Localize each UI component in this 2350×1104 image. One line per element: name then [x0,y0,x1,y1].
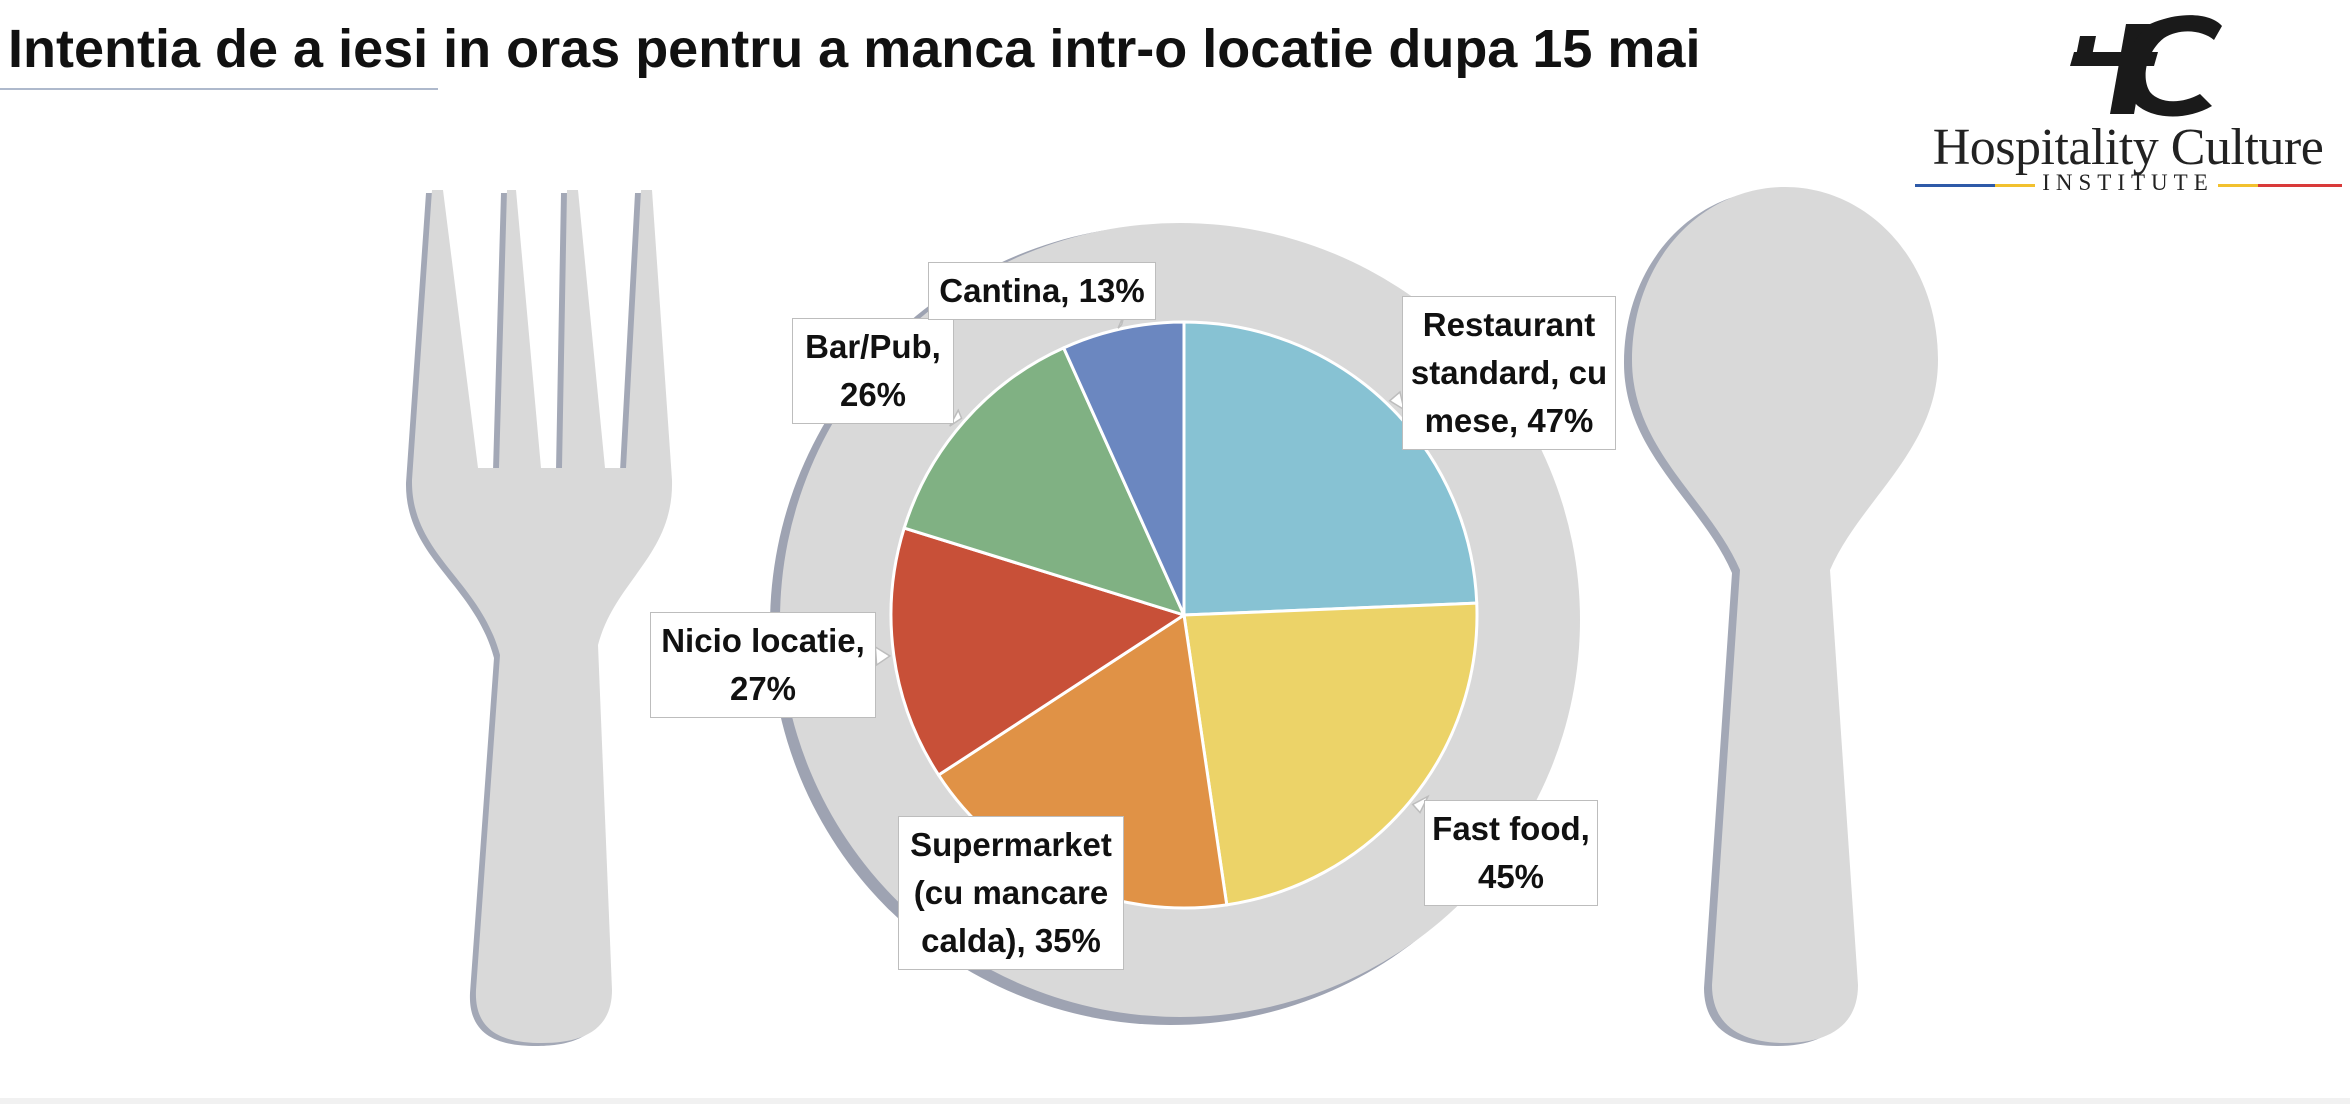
fork-icon [405,190,673,1046]
data-label-cantina: Cantina, 13% [928,262,1156,320]
logo-name: Hospitality Culture [1932,119,2324,176]
data-label-bar-pub: Bar/Pub, 26% [792,318,954,424]
pie-slice-fast-food [1182,601,1479,907]
data-label-fast-food: Fast food, 45% [1424,800,1598,906]
pie-slice-restaurant-standard-cu-mese [1182,320,1479,617]
callout-pointer [874,645,892,667]
logo-line-yellow-right [2218,184,2258,187]
data-label-supermarket: Supermarket (cu mancare calda), 35% [898,816,1124,970]
logo-subtitle: INSTITUTE [2042,170,2214,195]
title-underline [0,88,438,90]
bottom-strip [0,1098,2350,1104]
logo-line-yellow-left [1995,184,2035,187]
data-label-restaurant-standard: Restaurant standard, cu mese, 47% [1402,296,1616,450]
page-title: Intentia de a iesi in oras pentru a manc… [8,19,1701,79]
hc-monogram-icon [2070,15,2222,117]
pie-slice-bar-pub [902,346,1186,617]
logo-line-red [2258,184,2342,187]
data-label-nicio-locatie: Nicio locatie, 27% [650,612,876,718]
pie-slice-cantina [1062,320,1186,617]
hospitality-culture-logo [2070,15,2222,117]
pie-slice-nicio-locatie [889,526,1186,777]
spoon-icon [1624,187,1938,1046]
logo-line-blue [1915,184,1995,187]
